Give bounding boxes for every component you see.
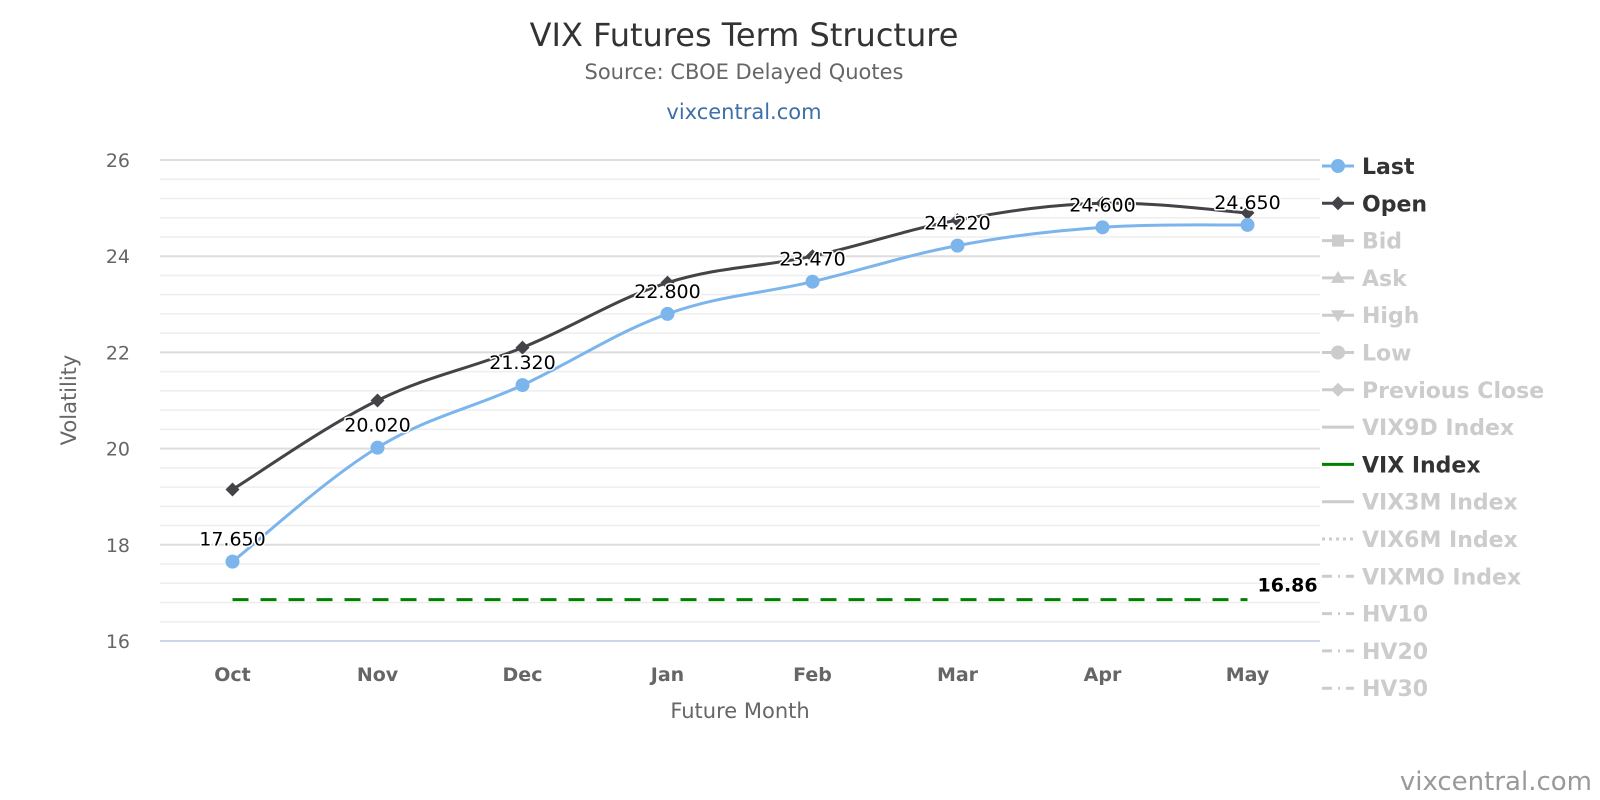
legend-triangle-icon xyxy=(1331,270,1345,283)
legend-triangle-down-icon xyxy=(1331,310,1345,323)
legend-label: Low xyxy=(1362,342,1411,367)
last-point-marker[interactable] xyxy=(805,274,820,289)
legend-label: VIX9D Index xyxy=(1362,416,1514,441)
x-axis-title: Future Month xyxy=(670,699,809,723)
legend-item-ask[interactable]: Ask xyxy=(1322,267,1408,292)
legend-label: VIXMO Index xyxy=(1362,565,1521,590)
legend-circle-icon xyxy=(1331,159,1345,173)
legend-label: HV20 xyxy=(1362,640,1428,665)
y-tick-label: 24 xyxy=(106,246,130,268)
x-tick-label: Apr xyxy=(1084,664,1122,686)
gridlines xyxy=(160,159,1320,642)
legend-item-bid[interactable]: Bid xyxy=(1322,230,1402,255)
open-point-marker[interactable] xyxy=(225,482,240,497)
open-series-line xyxy=(231,201,1248,491)
last-point-marker[interactable] xyxy=(1095,220,1110,235)
last-data-label: 20.020 xyxy=(344,415,410,437)
x-tick-label: Mar xyxy=(937,664,979,686)
open-point-marker[interactable] xyxy=(660,275,675,290)
legend-label: Ask xyxy=(1362,267,1408,292)
last-point-marker[interactable] xyxy=(370,440,385,455)
open-point-marker[interactable] xyxy=(370,393,385,408)
legend-label: HV30 xyxy=(1362,677,1428,702)
y-tick-label: 18 xyxy=(106,535,130,557)
legend-item-open[interactable]: Open xyxy=(1322,192,1427,217)
y-axis: 16 18 20 22 24 26 xyxy=(106,150,130,653)
last-data-label: 24.220 xyxy=(924,213,990,235)
plot-series xyxy=(225,196,1255,602)
last-data-label: 21.320 xyxy=(489,352,555,374)
subtitle-link[interactable]: vixcentral.com xyxy=(666,100,821,124)
last-data-label: 22.800 xyxy=(634,281,700,303)
legend-item-high[interactable]: High xyxy=(1322,304,1419,329)
chart-credit[interactable]: vixcentral.com xyxy=(1400,767,1592,797)
last-point-marker[interactable] xyxy=(515,378,530,393)
legend-item-hv20[interactable]: HV20 xyxy=(1322,640,1428,665)
legend-item-vix6m-index[interactable]: VIX6M Index xyxy=(1322,528,1518,553)
legend-label: VIX3M Index xyxy=(1362,491,1518,516)
legend-diamond-icon xyxy=(1331,196,1345,211)
legend-item-hv30[interactable]: HV30 xyxy=(1322,677,1428,702)
legend-label: Last xyxy=(1362,155,1415,180)
x-tick-label: Feb xyxy=(793,664,832,686)
chart-title: VIX Futures Term Structure xyxy=(530,16,959,54)
legend-circle-icon xyxy=(1331,345,1345,360)
last-data-label: 17.650 xyxy=(199,529,265,551)
legend-label: High xyxy=(1362,304,1419,329)
legend-item-low[interactable]: Low xyxy=(1322,342,1411,367)
y-tick-label: 22 xyxy=(106,342,130,364)
legend-label: Previous Close xyxy=(1362,379,1544,404)
legend-item-vix9d-index[interactable]: VIX9D Index xyxy=(1322,416,1514,441)
chart-subtitle: Source: CBOE Delayed Quotes xyxy=(585,60,904,84)
x-tick-label: Dec xyxy=(503,664,543,686)
legend-label: VIX6M Index xyxy=(1362,528,1518,553)
last-point-marker[interactable] xyxy=(950,238,965,253)
x-tick-label: Oct xyxy=(214,664,251,686)
y-tick-label: 26 xyxy=(106,150,130,172)
last-point-marker[interactable] xyxy=(660,306,675,321)
open-point-marker[interactable] xyxy=(805,249,820,264)
last-data-label: 24.650 xyxy=(1214,192,1280,214)
x-tick-label: May xyxy=(1226,664,1270,686)
last-point-marker[interactable] xyxy=(225,554,240,569)
open-point-marker[interactable] xyxy=(1095,196,1110,211)
legend-item-previous-close[interactable]: Previous Close xyxy=(1322,379,1544,404)
legend: Last Open Bid Ask High Low Previous Close VIX9D… xyxy=(1322,155,1544,702)
last-data-label: 24.600 xyxy=(1069,194,1135,216)
legend-item-hv10[interactable]: HV10 xyxy=(1322,603,1428,628)
legend-item-last[interactable]: Last xyxy=(1322,155,1415,180)
y-tick-label: 16 xyxy=(106,631,130,653)
x-tick-label: Jan xyxy=(649,664,684,686)
data-labels: 16.86 17.650 20.020 21.320 22.800 23.470 24.22… xyxy=(198,190,1318,597)
y-tick-label: 20 xyxy=(106,439,130,461)
last-point-marker[interactable] xyxy=(1240,217,1255,232)
legend-square-icon xyxy=(1332,234,1344,247)
legend-item-vixmo-index[interactable]: VIXMO Index xyxy=(1322,565,1521,590)
legend-item-vix3m-index[interactable]: VIX3M Index xyxy=(1322,491,1518,516)
legend-label: Open xyxy=(1362,192,1427,217)
open-point-marker[interactable] xyxy=(950,213,965,228)
last-series-line xyxy=(231,223,1248,563)
legend-label: VIX Index xyxy=(1362,453,1481,478)
y-axis-title: Volatility xyxy=(57,355,81,446)
open-point-marker[interactable] xyxy=(1240,205,1255,220)
x-tick-label: Nov xyxy=(357,664,399,686)
open-point-marker[interactable] xyxy=(515,340,530,355)
x-axis: Oct Nov Dec Jan Feb Mar Apr May xyxy=(214,664,1270,686)
vix-index-data-label: 16.86 xyxy=(1258,575,1318,597)
legend-label: Bid xyxy=(1362,230,1402,255)
legend-diamond-icon xyxy=(1331,382,1345,397)
last-data-label: 23.470 xyxy=(779,249,845,271)
legend-item-vix-index[interactable]: VIX Index xyxy=(1322,453,1481,478)
legend-label: HV10 xyxy=(1362,603,1428,628)
